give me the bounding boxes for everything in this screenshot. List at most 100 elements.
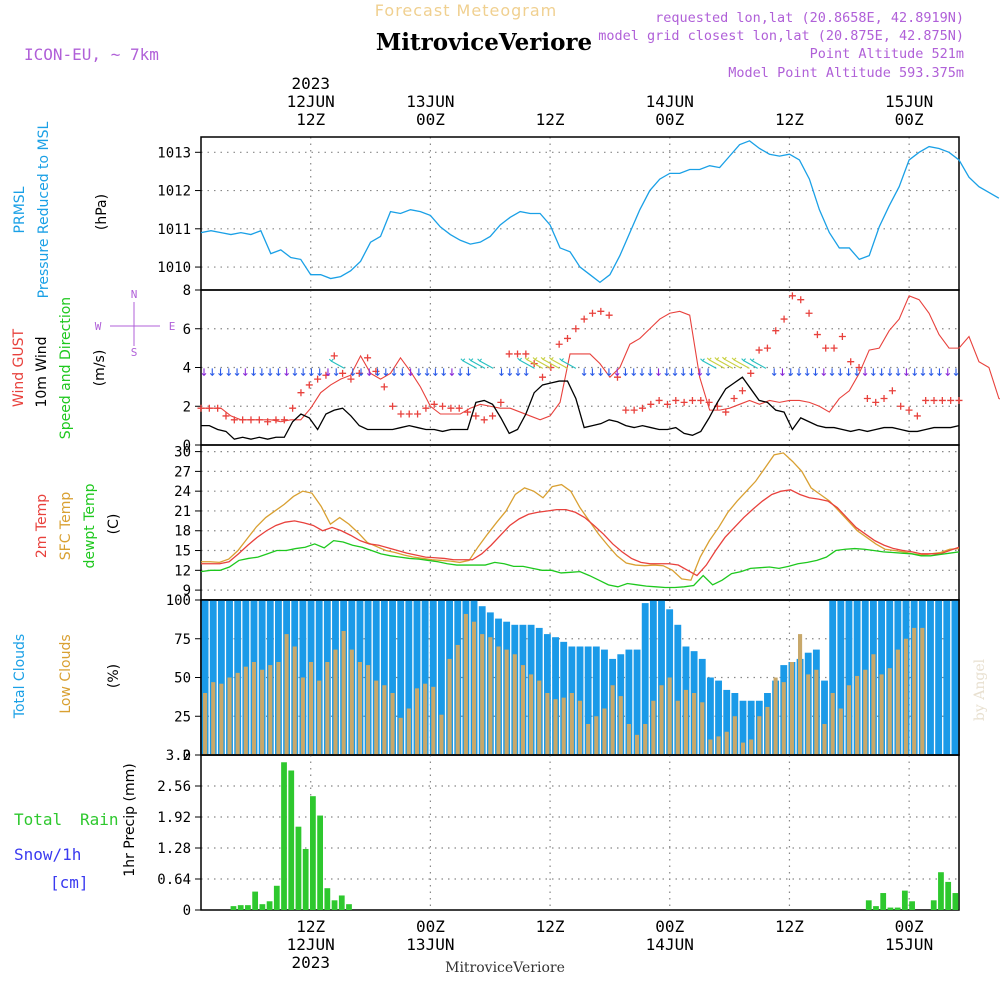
gust-marker — [763, 344, 771, 352]
wind-arrow-head — [771, 372, 777, 377]
requested-coords: requested lon,lat (20.8658E, 42.8919N) — [655, 10, 964, 26]
wind-arrow — [751, 360, 767, 369]
low-cloud-bar — [887, 668, 892, 755]
low-cloud-bar — [602, 708, 607, 755]
wind-arrow-head — [226, 372, 232, 377]
wind-arrow-head — [317, 372, 323, 377]
wind-arrow-head — [672, 372, 678, 377]
wind-arrow-head — [259, 372, 265, 377]
gust-marker — [214, 404, 222, 412]
low-cloud-bar — [431, 686, 436, 755]
total-cloud-bar — [389, 600, 396, 755]
low-cloud-bar — [708, 739, 713, 755]
location-title: MitroviceVeriore — [376, 29, 592, 56]
gust-marker — [947, 396, 955, 404]
precip-ytick-label: 0 — [183, 903, 191, 919]
gust-marker — [888, 387, 896, 395]
wind-arrow-head — [705, 372, 711, 377]
gust-marker — [805, 309, 813, 317]
temperature-ytick-label: 24 — [174, 484, 191, 500]
precip-panel: 0 0.64 1.28 1.92 2.56 3.2 — [157, 748, 960, 919]
wind-arrow-head — [937, 372, 942, 377]
low-cloud-bar — [912, 627, 917, 755]
gust-marker — [264, 418, 272, 426]
temperature-frame — [200, 444, 960, 601]
gust-marker — [555, 340, 563, 348]
wind-arrow — [542, 358, 560, 369]
gust-marker — [738, 387, 746, 395]
total-cloud-bar — [821, 680, 828, 755]
time-label-bottom: 00Z — [895, 917, 924, 936]
rain-bar — [338, 895, 345, 910]
total-cloud-bar — [405, 600, 413, 755]
low-cloud-bar — [879, 674, 884, 755]
gust-marker — [897, 402, 905, 410]
temp2m-label: 2m Temp — [34, 494, 50, 558]
dewpt-temp-line — [200, 539, 960, 589]
wind-arrow-head — [631, 372, 637, 377]
total-cloud-bar — [829, 600, 837, 755]
pressure-ytick-label: 1013 — [157, 145, 191, 161]
total-cloud-bar — [739, 700, 747, 755]
gust-marker — [564, 334, 572, 342]
gust-marker — [430, 400, 438, 408]
dewpt-label: dewpt Temp — [82, 483, 98, 568]
low-cloud-bar — [284, 634, 289, 755]
wind-arrow-head — [829, 372, 835, 377]
total-cloud-bar — [380, 600, 388, 755]
wind-arrow-head — [449, 372, 455, 377]
time-label-bottom: 2023 — [291, 953, 330, 972]
wind-arrow-head — [741, 358, 746, 362]
wind-arrow — [519, 359, 535, 369]
wind-arrow-head — [821, 372, 827, 377]
low-cloud-bar — [496, 646, 501, 755]
temperature-ytick-label: 21 — [174, 504, 191, 520]
gust-marker — [605, 311, 613, 319]
clouds-ytick-label: 75 — [174, 632, 191, 648]
gust-marker — [572, 325, 580, 333]
low-cloud-bar — [716, 736, 721, 755]
low-cloud-bar — [855, 675, 860, 755]
total-rain-label-a: Total — [14, 810, 62, 829]
gust-marker — [247, 416, 255, 424]
precip-unit-label: 1hr Precip (mm) — [122, 763, 138, 876]
time-label-top: 13JUN — [406, 92, 454, 111]
wind-arrow-head — [731, 357, 737, 361]
rain-bar — [873, 906, 879, 910]
point-altitude: Point Altitude 521m — [810, 46, 964, 62]
cloud-panel-labels: Total Clouds Low Clouds (%) — [12, 634, 122, 719]
wind-ytick-label: 0 — [183, 438, 191, 454]
low-cloud-bar — [789, 662, 794, 755]
gust-marker — [688, 396, 696, 404]
wind-arrow-head — [350, 372, 356, 377]
gust-marker — [655, 396, 663, 404]
wind-arrow-head — [904, 372, 909, 377]
wind-arrow-head — [275, 372, 281, 377]
gust-marker — [397, 410, 405, 418]
total-cloud-bar — [397, 600, 405, 755]
low-cloud-bar — [276, 662, 281, 755]
total-cloud-bar — [201, 600, 209, 755]
pressure-ytick-label: 1010 — [157, 260, 191, 276]
low-cloud-bar — [765, 706, 770, 755]
gust-marker — [439, 402, 447, 410]
low-cloud-bar — [586, 724, 591, 755]
rain-bar — [317, 815, 324, 910]
wind-panel: 0 2 4 6 8 — [183, 283, 1000, 454]
time-label-top: 12JUN — [287, 92, 335, 111]
rain-bar — [894, 907, 901, 910]
wind-arrow-head — [548, 357, 554, 361]
low-cloud-bar — [903, 638, 909, 755]
model-label: ICON-EU, ~ 7km — [24, 45, 159, 64]
pressure-line — [200, 140, 1000, 284]
low-cloud-bar — [667, 677, 672, 755]
total-cloud-bar — [658, 600, 665, 755]
low-cloud-bar — [414, 688, 420, 755]
total-cloud-bar — [927, 600, 934, 755]
total-cloud-bar — [413, 600, 421, 755]
rain-bar — [930, 900, 937, 910]
wind-arrow-head — [700, 358, 705, 362]
low-cloud-bar — [724, 731, 729, 755]
time-label-bottom: 12Z — [296, 917, 325, 936]
